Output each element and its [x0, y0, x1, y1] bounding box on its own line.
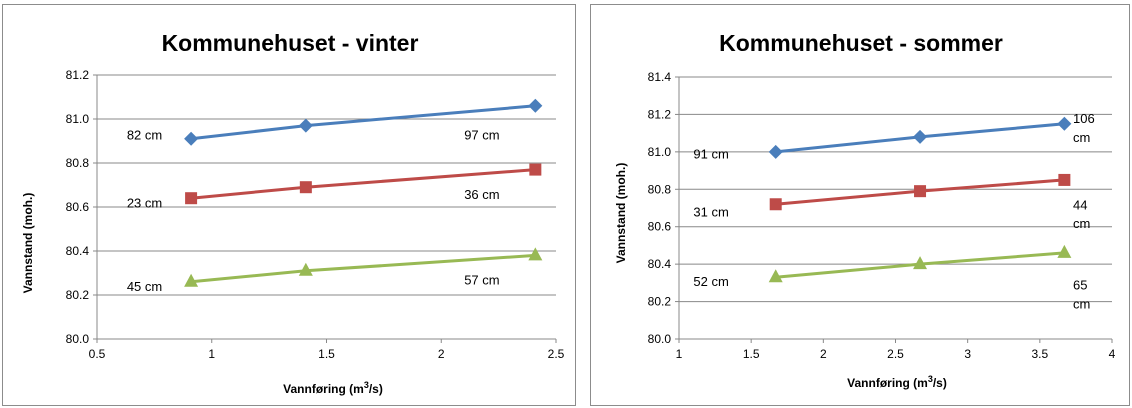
data-label: 97 cm — [464, 127, 499, 142]
chart-sommer: Kommunehuset - sommer Vannstand (moh.) V… — [614, 30, 1116, 390]
plot-area: 80.0 80.2 80.4 80.6 80.8 81.0 81.2 81.4 1 1.5 2 2.5… — [648, 70, 1116, 361]
data-label: 57 cm — [464, 273, 499, 288]
x-tick-label: 2 — [820, 347, 827, 361]
data-label: 31 cm — [693, 205, 728, 220]
y-tick-label: 80.2 — [66, 288, 90, 302]
data-label: 82 cm — [127, 127, 162, 142]
square-marker — [769, 198, 782, 211]
data-label: cm — [1073, 216, 1090, 231]
x-tick-label: 0.5 — [89, 347, 106, 361]
data-label: 44 — [1073, 197, 1087, 212]
chart-panel-vinter: Kommunehuset - vinter Vannstand (moh.) V… — [2, 4, 576, 406]
y-tick-label: 80.8 — [66, 156, 90, 170]
data-label: 23 cm — [127, 196, 162, 211]
y-tick-label: 80.0 — [66, 332, 90, 346]
x-tick-label: 2 — [438, 347, 445, 361]
y-tick-label: 80.6 — [648, 220, 672, 234]
triangle-marker — [184, 273, 199, 287]
diamond-marker — [1057, 116, 1072, 131]
y-tick-label: 80.2 — [648, 295, 672, 309]
diamond-marker — [184, 131, 199, 146]
triangle-marker — [298, 262, 313, 276]
x-axis-label: Vannføring (m3/s) — [847, 374, 947, 390]
data-label: 91 cm — [693, 147, 728, 162]
y-axis-label: Vannstand (moh.) — [21, 193, 35, 294]
data-label: cm — [1073, 296, 1090, 311]
y-tick-label: 80.8 — [648, 182, 672, 196]
y-tick-label: 81.0 — [648, 145, 672, 159]
x-tick-label: 3 — [964, 347, 971, 361]
x-tick-label: 4 — [1109, 347, 1116, 361]
x-tick-label: 1 — [676, 347, 683, 361]
data-label: 52 cm — [693, 274, 728, 289]
diamond-marker — [528, 98, 543, 113]
x-tick-label: 2.5 — [548, 347, 565, 361]
x-tick-label: 2.5 — [887, 347, 904, 361]
data-label: 106 — [1073, 111, 1095, 126]
y-tick-label: 80.0 — [648, 332, 672, 346]
plot-area: 80.0 80.2 80.4 80.6 80.8 81.0 81.2 0.5 1 1.5 2 2.5 8… — [66, 68, 565, 361]
y-tick-label: 80.4 — [66, 244, 90, 258]
data-label: 65 — [1073, 278, 1087, 293]
chart-title: Kommunehuset - vinter — [162, 30, 419, 56]
diamond-marker — [768, 144, 783, 159]
x-tick-label: 3.5 — [1031, 347, 1048, 361]
diamond-marker — [913, 129, 928, 144]
square-marker — [1058, 173, 1071, 186]
chart-title: Kommunehuset - sommer — [719, 30, 1003, 56]
chart-vinter: Kommunehuset - vinter Vannstand (moh.) V… — [21, 30, 565, 396]
triangle-marker — [528, 247, 543, 261]
data-label: cm — [1073, 130, 1090, 145]
x-axis-label: Vannføring (m3/s) — [283, 380, 383, 396]
y-tick-label: 81.2 — [66, 68, 90, 82]
square-marker — [185, 192, 198, 205]
triangle-marker — [1057, 244, 1072, 258]
triangle-marker — [768, 269, 783, 283]
y-tick-label: 81.0 — [66, 112, 90, 126]
y-tick-label: 81.4 — [648, 70, 672, 84]
y-tick-label: 80.6 — [66, 200, 90, 214]
y-tick-label: 80.4 — [648, 257, 672, 271]
chart-panel-sommer: Kommunehuset - sommer Vannstand (moh.) V… — [590, 4, 1130, 406]
data-label: 45 cm — [127, 279, 162, 294]
x-tick-label: 1 — [208, 347, 215, 361]
x-tick-label: 1.5 — [318, 347, 335, 361]
y-axis-label: Vannstand (moh.) — [614, 163, 628, 264]
square-marker — [299, 181, 312, 194]
square-marker — [529, 163, 542, 176]
x-tick-label: 1.5 — [743, 347, 760, 361]
diamond-marker — [298, 118, 313, 133]
square-marker — [914, 185, 927, 198]
data-label: 36 cm — [464, 187, 499, 202]
y-tick-label: 81.2 — [648, 107, 672, 121]
triangle-marker — [913, 256, 928, 270]
